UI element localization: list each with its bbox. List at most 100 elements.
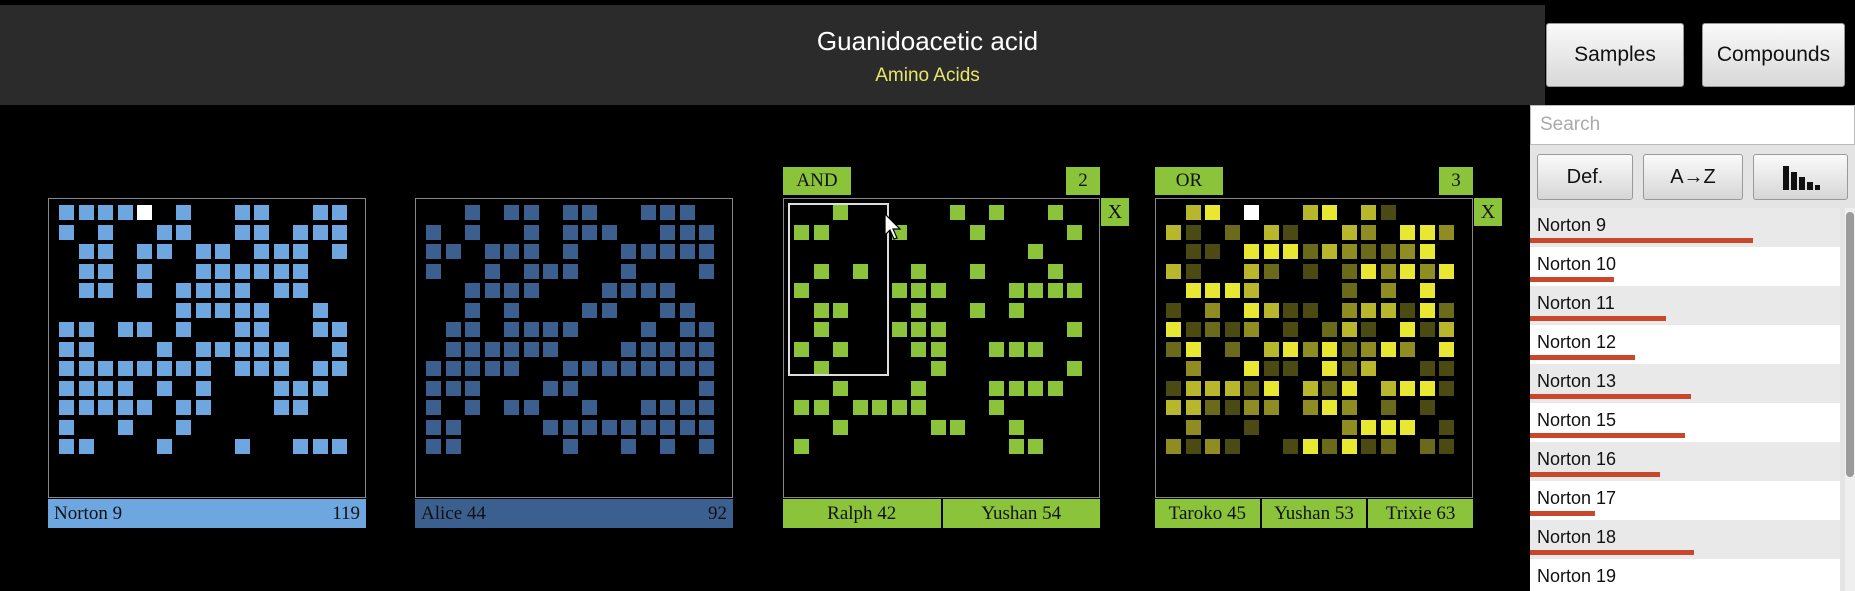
heatmap-cell xyxy=(235,361,250,376)
sample-name: Norton 11 xyxy=(1537,293,1615,313)
heatmap-cell xyxy=(1381,303,1396,318)
list-item[interactable]: Norton 9 xyxy=(1530,208,1840,247)
heatmap-cell xyxy=(699,361,714,376)
mouse-cursor-icon xyxy=(884,213,902,240)
selection-rectangle[interactable] xyxy=(788,203,889,376)
heatmap-cell xyxy=(794,283,809,298)
heatmap-cell xyxy=(1225,322,1240,337)
heatmap-grid[interactable] xyxy=(48,198,366,498)
heatmap-panel-1[interactable]: Norton 9 119 xyxy=(48,198,366,530)
heatmap-panel-2[interactable]: Alice 44 92 xyxy=(415,198,733,530)
close-group-button[interactable]: X xyxy=(1474,198,1502,226)
heatmap-cell xyxy=(1283,303,1298,318)
heatmap-cell xyxy=(699,225,714,240)
heatmap-cell xyxy=(465,322,480,337)
heatmap-panel-3[interactable]: AND 2 X Ralph 42 Yushan 54 xyxy=(783,167,1129,530)
heatmap-cell xyxy=(426,381,441,396)
heatmap-cell xyxy=(1361,205,1376,220)
sort-az-button[interactable]: A→Z xyxy=(1643,154,1743,200)
compounds-button[interactable]: Compounds xyxy=(1702,23,1845,87)
heatmap-cell xyxy=(1067,322,1082,337)
heatmap-cell xyxy=(426,225,441,240)
heatmap-cell xyxy=(118,361,133,376)
list-item[interactable]: Norton 18 xyxy=(1530,520,1840,559)
heatmap-cell xyxy=(1342,361,1357,376)
heatmap-cell xyxy=(446,322,461,337)
heatmap-cell xyxy=(582,205,597,220)
heatmap-cell xyxy=(79,283,94,298)
group-member[interactable]: Taroko 45 xyxy=(1155,499,1260,528)
heatmap-cell xyxy=(446,381,461,396)
heatmap-cell xyxy=(426,400,441,415)
list-item[interactable]: Norton 12 xyxy=(1530,325,1840,364)
heatmap-cell xyxy=(641,361,656,376)
heatmap-cell xyxy=(660,439,675,454)
heatmap-cell xyxy=(892,400,907,415)
sample-name: Norton 19 xyxy=(1537,566,1617,586)
heatmap-grid[interactable] xyxy=(415,198,733,498)
heatmap-cell xyxy=(254,322,269,337)
heatmap-grid[interactable] xyxy=(783,198,1100,498)
heatmap-cell xyxy=(504,303,519,318)
search-input[interactable] xyxy=(1530,105,1855,145)
heatmap-cell xyxy=(621,342,636,357)
heatmap-cell xyxy=(1420,361,1435,376)
sample-list-scrollbar[interactable] xyxy=(1845,208,1855,591)
heatmap-cell xyxy=(59,205,74,220)
heatmap-cell xyxy=(1205,381,1220,396)
samples-button[interactable]: Samples xyxy=(1546,23,1684,87)
compound-title: Guanidoacetic acid xyxy=(816,26,1039,56)
heatmap-cell xyxy=(794,342,809,357)
heatmap-cell xyxy=(98,381,113,396)
heatmap-cell xyxy=(524,400,539,415)
heatmap-cell xyxy=(118,205,133,220)
sample-name: Norton 9 xyxy=(1537,215,1607,235)
heatmap-cell xyxy=(1009,303,1024,318)
group-member[interactable]: Trixie 63 xyxy=(1368,499,1473,528)
heatmap-cell xyxy=(504,283,519,298)
sort-default-button[interactable]: Def. xyxy=(1537,154,1633,200)
heatmap-cell xyxy=(59,225,74,240)
scrollbar-thumb[interactable] xyxy=(1846,212,1854,477)
close-group-button[interactable]: X xyxy=(1101,198,1129,226)
heatmap-cell xyxy=(524,225,539,240)
heatmap-panel-4[interactable]: OR 3 X Taroko 45 Yushan 53 Trixie 63 xyxy=(1155,167,1502,530)
list-item[interactable]: Norton 10 xyxy=(1530,247,1840,286)
sort-chart-button[interactable] xyxy=(1753,154,1848,200)
and-operator-tag[interactable]: AND xyxy=(783,167,851,195)
group-member[interactable]: Yushan 53 xyxy=(1261,499,1367,528)
heatmap-cell xyxy=(794,400,809,415)
heatmap-cell xyxy=(931,322,946,337)
heatmap-grid[interactable] xyxy=(1155,198,1473,498)
heatmap-cell xyxy=(426,439,441,454)
heatmap-cell xyxy=(1400,322,1415,337)
heatmap-cell xyxy=(1303,244,1318,259)
list-item[interactable]: Norton 19 xyxy=(1530,559,1840,591)
heatmap-cell xyxy=(313,205,328,220)
heatmap-cell xyxy=(1381,342,1396,357)
group-member[interactable]: Ralph 42 xyxy=(783,499,941,528)
heatmap-cell xyxy=(1439,439,1454,454)
list-item[interactable]: Norton 17 xyxy=(1530,481,1840,520)
heatmap-cell xyxy=(1342,439,1357,454)
list-item[interactable]: Norton 13 xyxy=(1530,364,1840,403)
heatmap-cell xyxy=(235,225,250,240)
heatmap-cell xyxy=(1439,342,1454,357)
heatmap-cell xyxy=(446,244,461,259)
heatmap-cell xyxy=(660,283,675,298)
heatmap-cell xyxy=(660,420,675,435)
list-item[interactable]: Norton 11 xyxy=(1530,286,1840,325)
heatmap-cell xyxy=(1244,400,1259,415)
heatmap-cell xyxy=(582,361,597,376)
heatmap-cell xyxy=(641,400,656,415)
panel-footer: Norton 9 119 xyxy=(48,499,366,528)
heatmap-cell xyxy=(1283,361,1298,376)
heatmap-cell xyxy=(911,264,926,279)
group-member[interactable]: Yushan 54 xyxy=(942,499,1100,528)
or-operator-tag[interactable]: OR xyxy=(1155,167,1223,195)
heatmap-cell xyxy=(563,322,578,337)
heatmap-cell xyxy=(176,283,191,298)
heatmap-cell xyxy=(1244,283,1259,298)
list-item[interactable]: Norton 16 xyxy=(1530,442,1840,481)
list-item[interactable]: Norton 15 xyxy=(1530,403,1840,442)
